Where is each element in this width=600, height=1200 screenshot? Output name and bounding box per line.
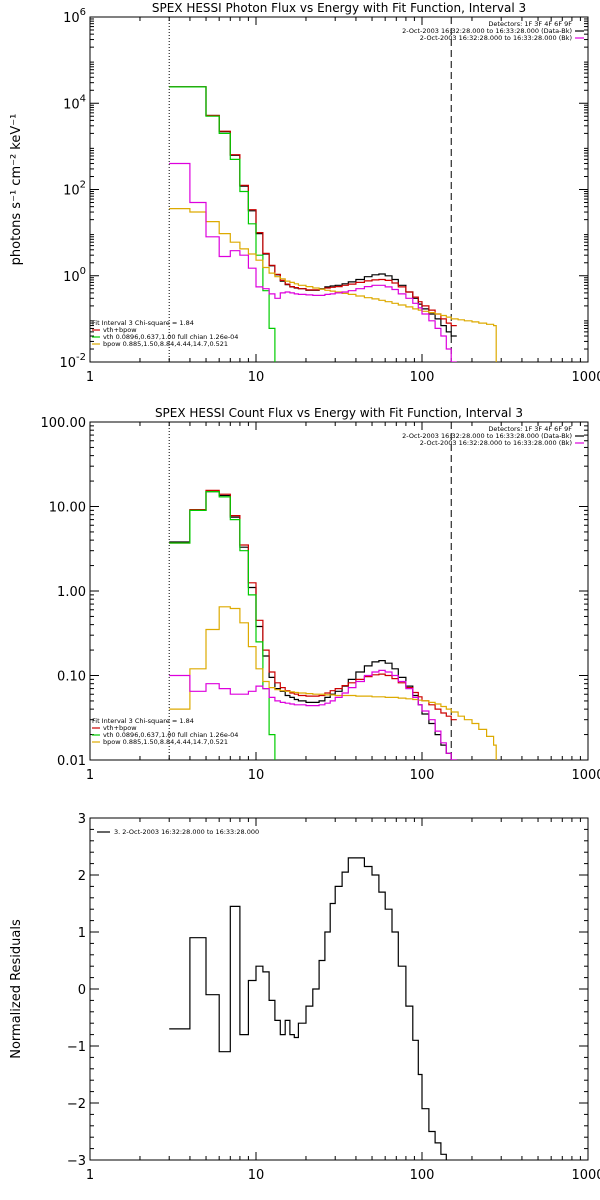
y-tick-exponent: 0 <box>80 266 86 277</box>
y-tick-label: −2 <box>67 1097 86 1112</box>
series-group <box>169 857 447 1160</box>
x-tick-label: 100 <box>410 370 435 385</box>
series-line-residuals <box>169 857 447 1160</box>
y-tick-label: 0.01 <box>57 754 86 769</box>
legend-label: bpow 0.885,1.50,8.84,4.44,14.7,0.521 <box>103 738 228 746</box>
y-tick-label: 100 <box>63 266 86 285</box>
legend-title: Fit Interval 3 Chi-square = 1.84 <box>92 319 194 327</box>
info-line: Detectors: 1F 3F 4F 6F 9F <box>488 425 572 433</box>
plot-frame <box>89 16 589 363</box>
x-tick-label: 100 <box>410 768 435 783</box>
legend-label: 3. 2-Oct-2003 16:32:28.000 to 16:33:28.0… <box>114 828 259 836</box>
y-tick-label: 100.00 <box>41 416 87 431</box>
y-tick-base: 10 <box>63 97 80 112</box>
legend-label: vth+bpow <box>103 724 137 732</box>
series-line-data-bk <box>169 491 457 760</box>
series-group <box>169 489 497 760</box>
legend-label: vth 0.0896,0.637,1.00 full chian 1.26e-0… <box>103 333 238 341</box>
y-tick-exponent: 6 <box>80 7 86 18</box>
y-tick-label: 1 <box>78 926 86 941</box>
series-line-bk <box>169 162 457 362</box>
info-line: 2-Oct-2003 16:32:28.000 to 16:33:28.000 … <box>402 27 572 35</box>
info-line: 2-Oct-2003 16:32:28.000 to 16:33:28.000 … <box>420 439 572 447</box>
y-tick-exponent: 4 <box>80 93 86 104</box>
x-tick-label: 100 <box>410 1168 435 1183</box>
chart-title: SPEX HESSI Count Flux vs Energy with Fit… <box>155 406 523 420</box>
series-line-bpow <box>169 606 497 760</box>
y-tick-label: 104 <box>63 93 86 112</box>
y-tick-label: 3 <box>78 812 86 827</box>
x-tick-label: 1 <box>86 1168 94 1183</box>
x-tick-label: 1 <box>86 370 94 385</box>
plot-frame <box>89 817 589 1161</box>
y-tick-exponent: 2 <box>80 180 86 191</box>
legend-title: Fit Interval 3 Chi-square = 1.84 <box>92 717 194 725</box>
y-tick-label: 1.00 <box>57 585 86 600</box>
series-line-bk <box>169 669 457 760</box>
info-line: 2-Oct-2003 16:32:28.000 to 16:33:28.000 … <box>420 34 572 42</box>
y-tick-label: 10.00 <box>49 501 86 516</box>
series-group <box>169 86 497 362</box>
legend-label: vth 0.0896,0.637,1.00 full chian 1.26e-0… <box>103 731 238 739</box>
series-line-vth <box>169 86 276 362</box>
y-tick-base: 10 <box>63 11 80 26</box>
y-axis-label: Normalized Residuals <box>9 919 24 1059</box>
info-line: 2-Oct-2003 16:32:28.000 to 16:33:28.000 … <box>402 432 572 440</box>
x-tick-label: 1 <box>86 768 94 783</box>
legend-label: bpow 0.885,1.50,8.84,4.44,14.7,0.521 <box>103 340 228 348</box>
y-tick-label: 0.10 <box>57 670 86 685</box>
y-tick-base: 10 <box>59 356 76 371</box>
series-line-vth <box>169 491 276 760</box>
y-tick-label: 106 <box>63 7 86 26</box>
y-tick-label: 10-2 <box>59 352 86 371</box>
y-tick-base: 10 <box>63 184 80 199</box>
legend-label: vth+bpow <box>103 326 137 334</box>
y-tick-label: 102 <box>63 180 86 199</box>
y-axis-label: photons s⁻¹ cm⁻² keV⁻¹ <box>9 114 24 266</box>
series-line-vth-bpow <box>169 86 457 327</box>
y-tick-label: 0 <box>78 983 86 998</box>
y-tick-base: 10 <box>63 270 80 285</box>
y-tick-label: −3 <box>67 1154 86 1169</box>
series-line-bpow <box>169 208 497 362</box>
series-line-vth-bpow <box>169 489 457 721</box>
y-tick-label: −1 <box>67 1040 86 1055</box>
plot-frame <box>89 421 589 761</box>
x-tick-label: 10 <box>248 768 265 783</box>
info-line: Detectors: 1F 3F 4F 6F 9F <box>488 20 572 28</box>
y-tick-exponent: -2 <box>76 352 86 363</box>
series-line-data-bk <box>169 86 457 337</box>
x-tick-label: 10 <box>248 370 265 385</box>
y-tick-label: 2 <box>78 869 86 884</box>
chart-title: SPEX HESSI Photon Flux vs Energy with Fi… <box>152 1 526 15</box>
x-tick-label: 10 <box>248 1168 265 1183</box>
